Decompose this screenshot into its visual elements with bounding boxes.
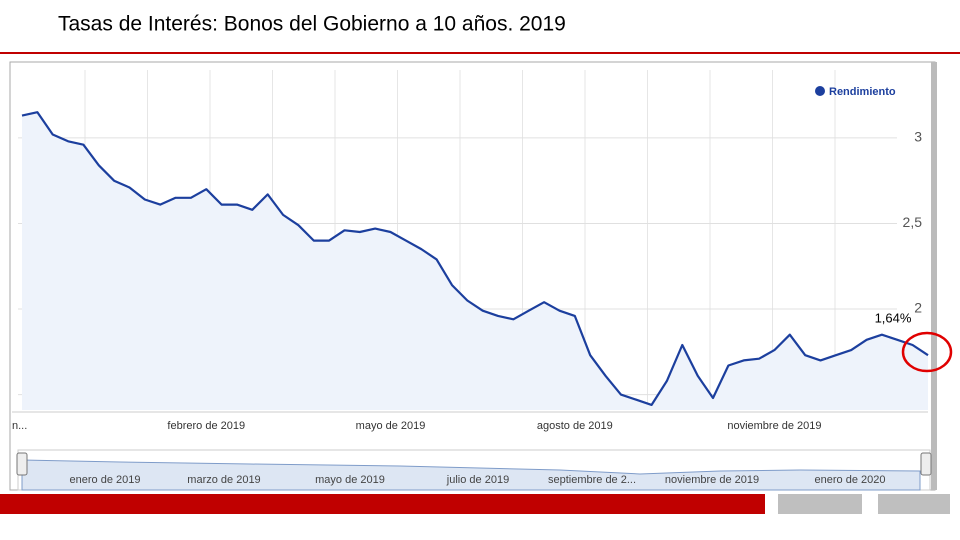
chart-title: Tasas de Interés: Bonos del Gobierno a 1… [58, 13, 566, 36]
navigator-label: septiembre de 2... [548, 474, 636, 486]
annotation: 1,64% [875, 310, 912, 325]
highlight-circle [901, 331, 953, 373]
navigator-label: mayo de 2019 [315, 474, 385, 486]
area [22, 112, 928, 410]
footer-bar [778, 494, 862, 514]
line [21, 111, 929, 406]
x-tick-label: noviembre de 2019 [727, 420, 821, 432]
x-tick-label: agosto de 2019 [537, 420, 613, 432]
scrollbar [931, 62, 937, 490]
y-tick-label: 3 [914, 129, 922, 145]
y-tick-label: 2,5 [903, 214, 923, 230]
x-tick-label: febrero de 2019 [167, 420, 245, 432]
y-tick-label: 2 [914, 300, 922, 316]
navigator-handle[interactable] [920, 452, 932, 476]
x-tick-label: n... [12, 420, 27, 432]
legend-label: Rendimiento [829, 86, 896, 98]
legend-swatch [815, 86, 825, 96]
x-tick-label: mayo de 2019 [356, 420, 426, 432]
navigator-label: julio de 2019 [446, 474, 509, 486]
navigator-label: noviembre de 2019 [665, 474, 759, 486]
footer-bar [0, 494, 765, 514]
navigator-line [21, 459, 921, 491]
navigator-label: enero de 2019 [70, 474, 141, 486]
footer-bar [878, 494, 950, 514]
navigator-handle[interactable] [16, 452, 28, 476]
navigator-label: marzo de 2019 [187, 474, 260, 486]
navigator-label: enero de 2020 [815, 474, 886, 486]
